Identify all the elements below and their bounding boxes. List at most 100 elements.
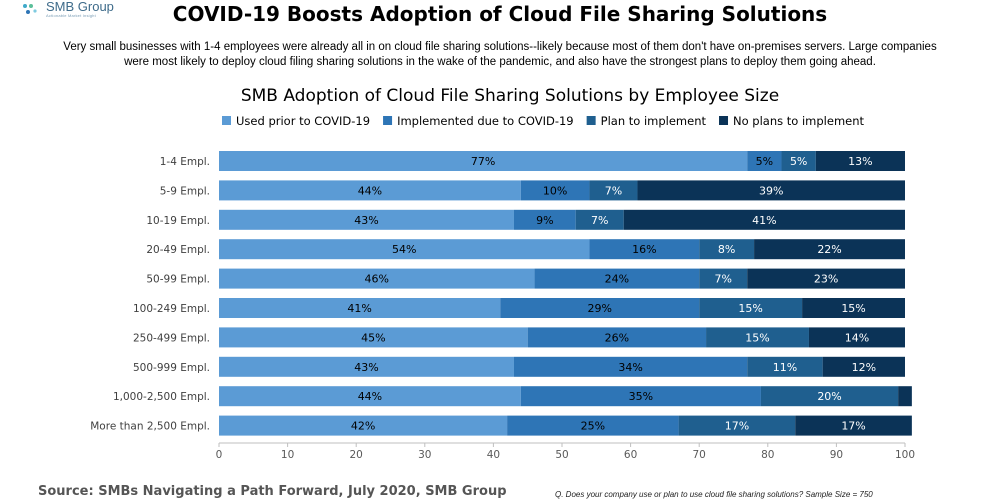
data-label: 46%: [365, 273, 389, 286]
legend-label-3: Plan to implement: [601, 114, 707, 128]
x-tick-label: 80: [761, 449, 774, 461]
bar-segment: [219, 386, 521, 407]
data-label: 41%: [347, 302, 371, 315]
x-tick-label: 30: [418, 449, 431, 461]
bar-segment: [589, 239, 700, 260]
legend-swatch-1: [222, 116, 231, 125]
legend-swatch-2: [383, 116, 393, 125]
smb-group-logo: SMB Group Actionable Market Insight: [22, 0, 132, 22]
bar-segment: [898, 386, 912, 407]
bar-segment: [678, 415, 796, 436]
x-tick-label: 70: [693, 449, 706, 461]
bar-segment: [747, 268, 905, 289]
bar-segment: [802, 298, 905, 318]
data-label: 41%: [752, 214, 776, 227]
x-tick-label: 0: [216, 449, 223, 461]
bar-segment: [822, 356, 905, 377]
data-label: 13%: [848, 155, 872, 168]
bar-segment: [513, 356, 748, 377]
data-label: 39%: [759, 184, 783, 197]
bar-segment: [623, 209, 905, 230]
bar-segment: [500, 298, 700, 318]
data-label: 26%: [605, 331, 629, 344]
category-label: 20-49 Empl.: [146, 244, 210, 256]
category-label: 1,000-2,500 Empl.: [113, 391, 210, 403]
data-label: 15%: [745, 331, 769, 344]
data-label: 8%: [718, 243, 735, 256]
legend-label-4: No plans to implement: [733, 114, 865, 128]
data-label: 9%: [536, 214, 553, 227]
data-label: 43%: [354, 214, 378, 227]
data-label: 5%: [756, 155, 773, 168]
category-label: 5-9 Empl.: [160, 185, 210, 197]
x-tick-label: 40: [487, 449, 500, 461]
legend-label-1: Used prior to COVID-19: [236, 114, 370, 128]
logo-dots-icon: [23, 4, 37, 14]
bar-segment: [760, 386, 899, 407]
data-label: 12%: [852, 361, 876, 374]
data-label: 34%: [618, 361, 642, 374]
logo-name: SMB Group: [46, 0, 114, 14]
bar-segment: [219, 239, 590, 260]
bar-segment: [747, 151, 782, 171]
bar-segment: [754, 239, 905, 260]
data-label: 7%: [714, 273, 731, 286]
bar-segment: [527, 327, 707, 348]
bar-segment: [507, 415, 679, 436]
data-label: 16%: [632, 243, 656, 256]
bar-segment: [219, 180, 521, 201]
chart-title: SMB Adoption of Cloud File Sharing Solut…: [241, 86, 779, 106]
bar-segment: [219, 415, 508, 436]
bar-segment: [534, 268, 700, 289]
category-label: 1-4 Empl.: [160, 156, 210, 168]
x-tick-label: 90: [830, 449, 843, 461]
bar-segment: [589, 180, 638, 201]
bar-segment: [706, 327, 809, 348]
bar-segment: [815, 151, 905, 171]
data-label: 10%: [543, 184, 567, 197]
data-label: 7%: [605, 184, 622, 197]
logo-tagline: Actionable Market Insight: [46, 13, 96, 18]
category-label: 10-19 Empl.: [146, 215, 210, 227]
legend-swatch-3: [586, 116, 596, 125]
page-title: COVID-19 Boosts Adoption of Cloud File S…: [172, 2, 828, 26]
bar-segment: [699, 298, 803, 318]
category-label: 100-249 Empl.: [133, 303, 210, 315]
data-label: 15%: [841, 302, 865, 315]
source-text: Source: SMBs Navigating a Path Forward, …: [38, 484, 507, 499]
legend-swatch-4: [719, 116, 729, 125]
bar-segment: [637, 180, 905, 201]
survey-footnote: Q. Does your company use or plan to use …: [555, 490, 873, 499]
data-label: 17%: [841, 420, 865, 433]
data-label: 24%: [605, 273, 629, 286]
category-label: 50-99 Empl.: [146, 274, 210, 286]
bar-segment: [575, 209, 624, 230]
bar-segment: [219, 327, 528, 348]
data-label: 11%: [773, 361, 797, 374]
bar-segment: [699, 268, 748, 289]
x-tick-label: 100: [895, 449, 915, 461]
data-label: 15%: [738, 302, 762, 315]
data-label: 14%: [845, 331, 869, 344]
bar-segment: [219, 151, 748, 171]
data-label: 17%: [725, 420, 749, 433]
bar-segment: [219, 268, 535, 289]
data-label: 22%: [817, 243, 841, 256]
x-tick-label: 50: [555, 449, 568, 461]
bar-segment: [219, 356, 514, 377]
x-tick-label: 60: [624, 449, 637, 461]
data-label: 44%: [358, 184, 382, 197]
data-label: 44%: [358, 390, 382, 403]
bar-segment: [219, 298, 501, 318]
data-label: 5%: [790, 155, 807, 168]
bar-segment: [795, 415, 912, 436]
data-label: 25%: [581, 420, 605, 433]
bar-segment: [747, 356, 823, 377]
data-label: 29%: [588, 302, 612, 315]
bar-segment: [808, 327, 905, 348]
data-label: 42%: [351, 420, 375, 433]
intro-text: Very small businesses with 1-4 employees…: [63, 41, 937, 68]
bar-segment: [520, 180, 590, 201]
category-label: 500-999 Empl.: [133, 362, 210, 374]
